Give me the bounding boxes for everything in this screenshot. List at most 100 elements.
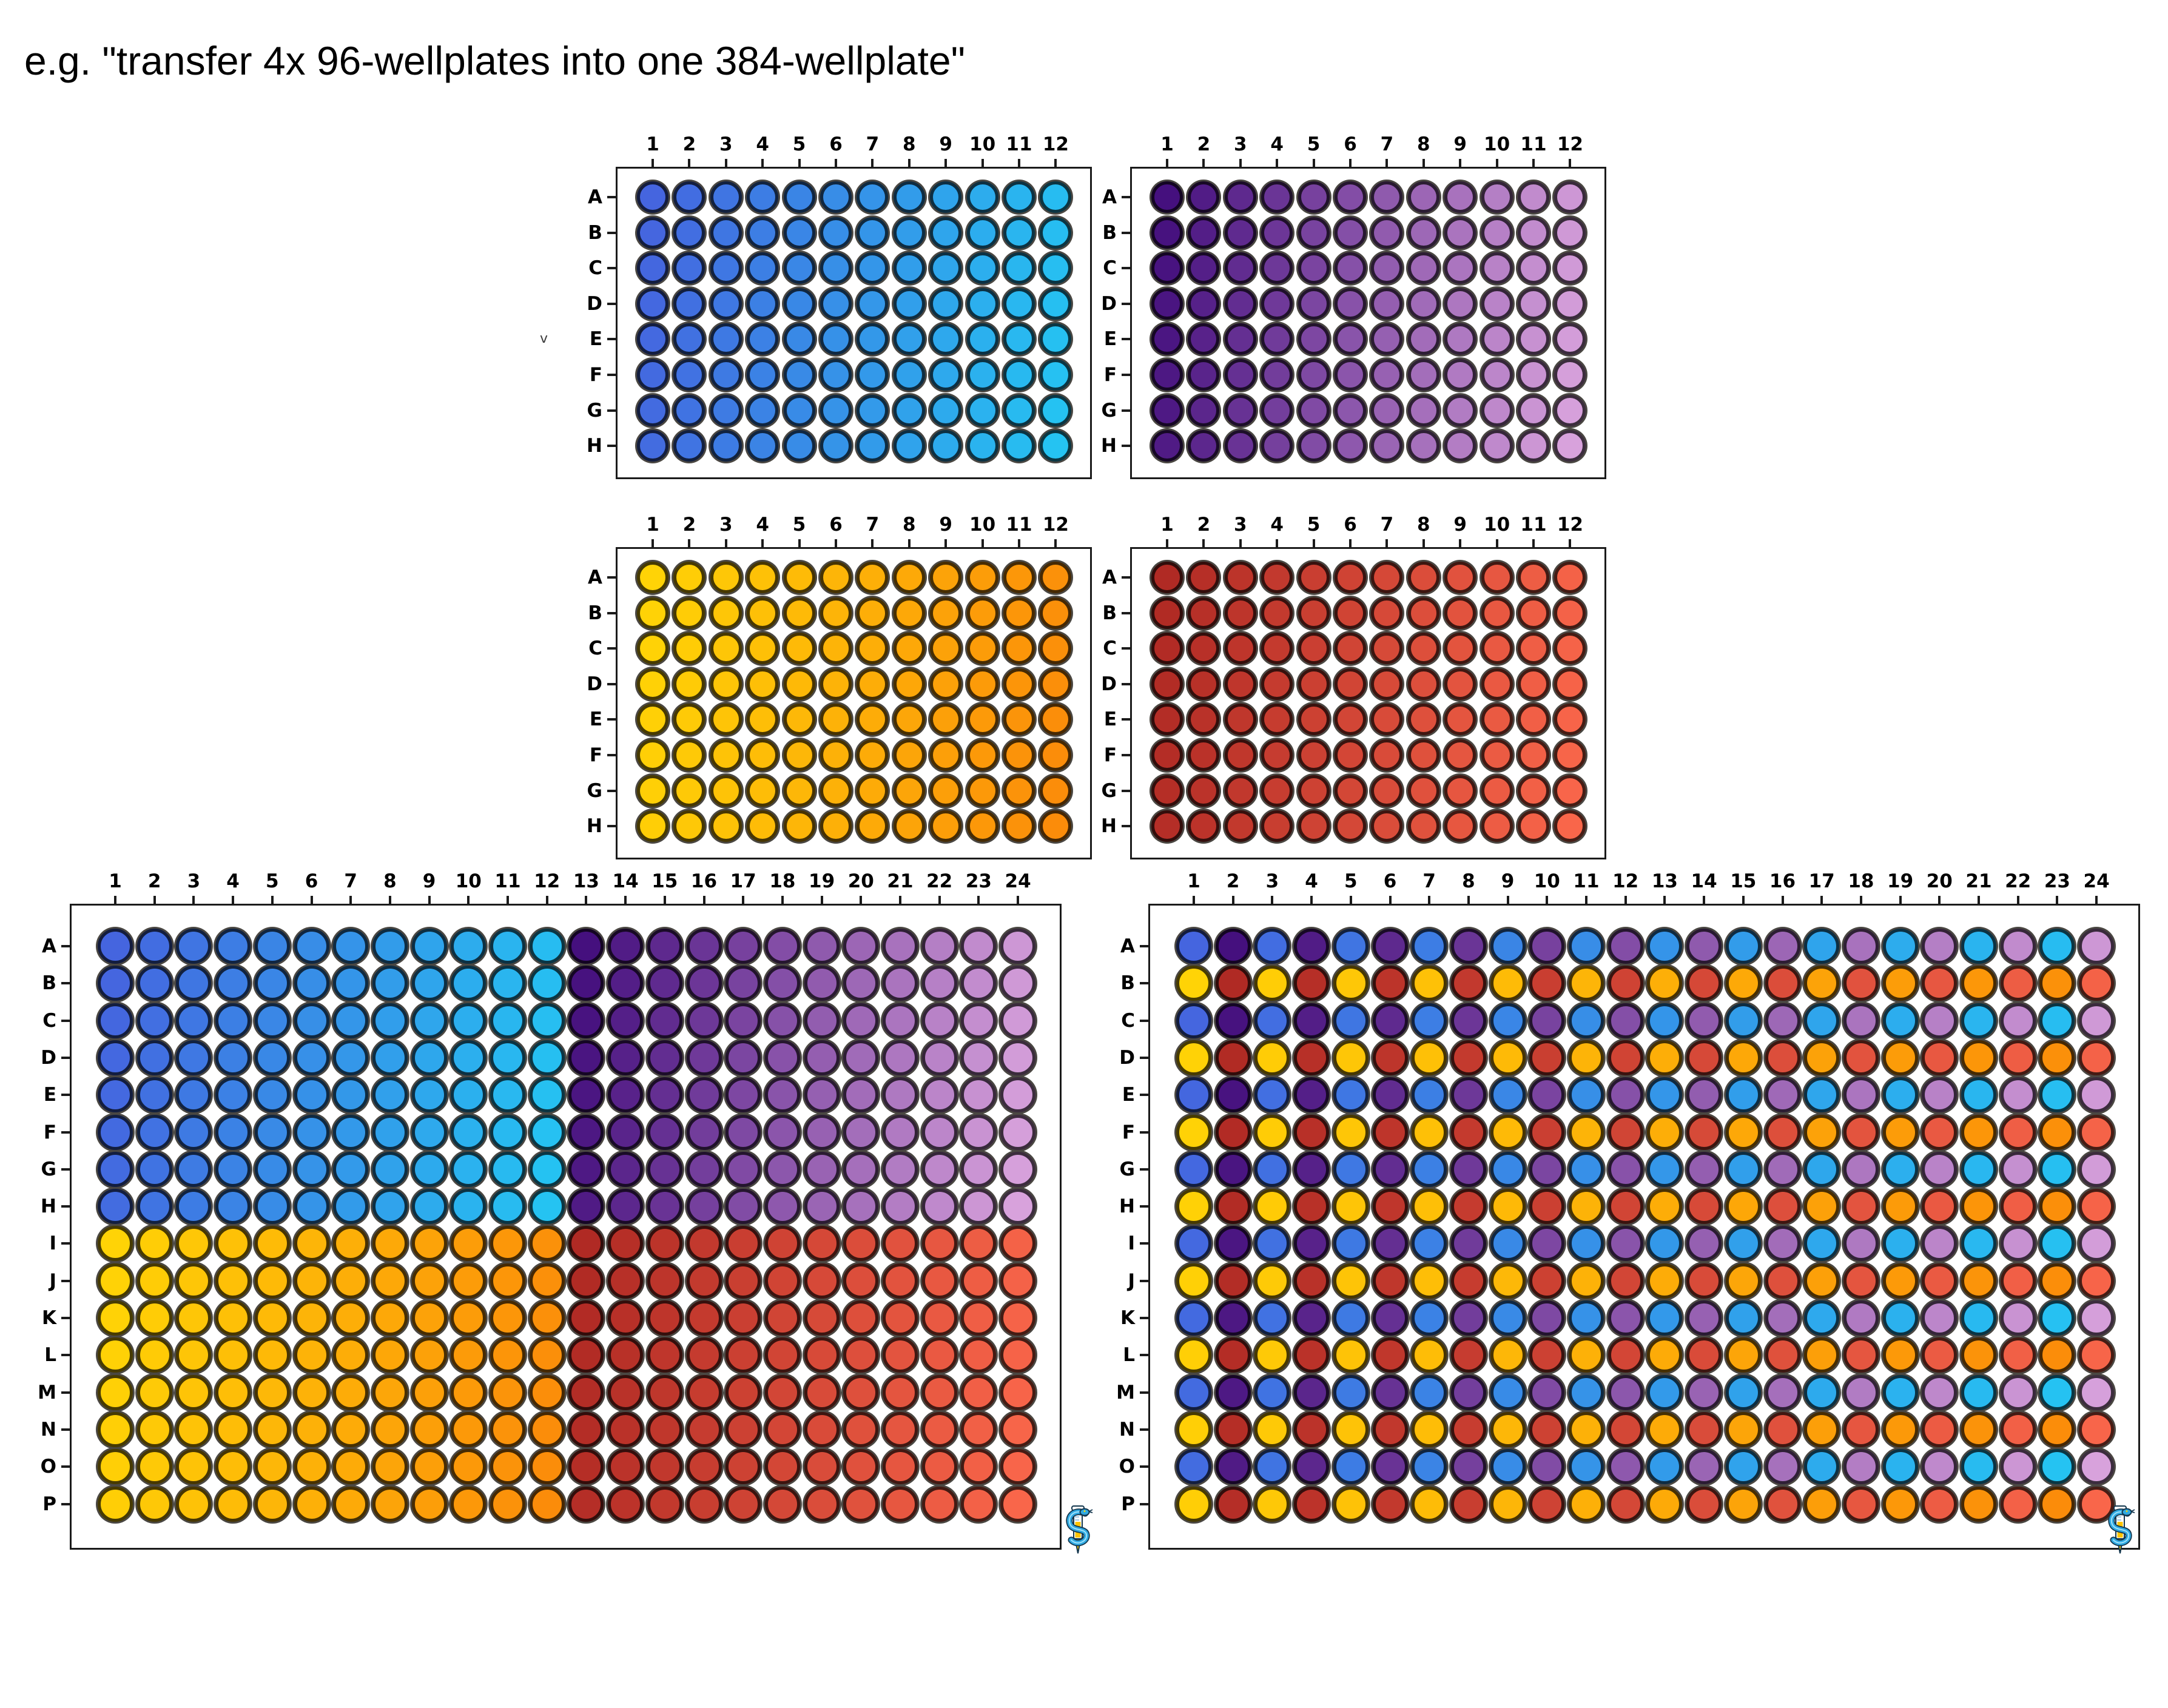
well-E12 [1607,1077,1643,1113]
well-P9 [411,1486,447,1522]
well-E12 [1554,323,1586,355]
well-L14 [1686,1337,1722,1373]
row-label-C: C [588,637,602,660]
well-C6 [820,633,852,665]
well-K15 [1725,1300,1761,1336]
well-H12 [1607,1189,1643,1225]
well-M18 [764,1374,800,1410]
well-J18 [764,1263,800,1299]
well-I24 [1000,1226,1036,1262]
well-A16 [1765,929,1800,964]
well-K4 [215,1300,251,1336]
well-D12 [1607,1040,1643,1075]
col-label-12: 12 [1612,870,1639,892]
col-label-19: 19 [809,870,835,892]
row-tick [1140,1465,1148,1468]
well-J22 [921,1263,957,1299]
well-M19 [1882,1374,1918,1410]
well-G23 [961,1151,997,1187]
well-C12 [1554,633,1586,665]
row-tick [607,825,616,828]
col-label-1: 1 [646,133,659,155]
row-label-B: B [1102,602,1117,624]
col-tick [1271,896,1274,904]
well-P17 [725,1486,761,1522]
col-label-1: 1 [109,870,122,892]
well-K5 [254,1300,290,1336]
well-E13 [568,1077,604,1113]
col-tick [1899,896,1902,904]
well-D6 [294,1040,329,1075]
well-A2 [1188,181,1220,213]
well-G6 [820,775,852,807]
well-E19 [804,1077,840,1113]
well-D8 [1407,668,1439,700]
well-I12 [529,1226,565,1262]
well-B24 [2079,966,2115,1001]
well-A16 [686,929,722,964]
well-O6 [294,1449,329,1485]
well-E18 [764,1077,800,1113]
row-tick [1122,682,1130,685]
well-M13 [1647,1374,1683,1410]
col-label-8: 8 [1462,870,1475,892]
well-L24 [2079,1337,2115,1373]
well-G1 [637,394,668,426]
well-O20 [1922,1449,1958,1485]
well-E7 [1371,323,1403,355]
well-H9 [1490,1189,1526,1225]
well-N9 [1490,1411,1526,1447]
well-B12 [1607,966,1643,1001]
well-G2 [673,775,705,807]
well-D7 [1412,1040,1447,1075]
col-label-8: 8 [383,870,397,892]
well-D17 [725,1040,761,1075]
well-I14 [1686,1226,1722,1262]
well-E6 [1372,1077,1408,1113]
well-H10 [1481,430,1513,462]
well-L20 [843,1337,879,1373]
well-A5 [1298,181,1330,213]
well-C9 [930,633,962,665]
well-C20 [1922,1003,1958,1038]
col-label-8: 8 [903,514,916,536]
well-P9 [1490,1486,1526,1522]
well-O19 [1882,1449,1918,1485]
well-B9 [411,966,447,1001]
row-tick [1140,945,1148,947]
well-B14 [1686,966,1722,1001]
well-H13 [1647,1189,1683,1225]
well-L9 [411,1337,447,1373]
well-B23 [2039,966,2075,1001]
well-E2 [1188,323,1220,355]
well-I20 [843,1226,879,1262]
well-E23 [2039,1077,2075,1113]
col-tick [585,896,588,904]
well-K11 [490,1300,525,1336]
col-label-20: 20 [1926,870,1953,892]
well-C5 [1298,633,1330,665]
well-O8 [1450,1449,1486,1485]
well-F5 [1333,1114,1368,1150]
well-P3 [176,1486,212,1522]
well-G5 [1298,394,1330,426]
well-A12 [1607,929,1643,964]
well-A8 [372,929,408,964]
col-tick [977,896,980,904]
well-H3 [710,430,742,462]
well-J5 [254,1263,290,1299]
well-D4 [1294,1040,1330,1075]
row-tick [61,1168,70,1171]
well-P13 [1647,1486,1683,1522]
well-L18 [764,1337,800,1373]
well-F1 [637,739,668,771]
well-B5 [1298,597,1330,629]
well-B1 [637,217,668,249]
well-I17 [1804,1226,1840,1262]
row-tick [1140,982,1148,985]
col-tick [624,896,627,904]
well-C11 [490,1003,525,1038]
row-tick [607,647,616,650]
well-O15 [647,1449,682,1485]
well-A1 [98,929,133,964]
